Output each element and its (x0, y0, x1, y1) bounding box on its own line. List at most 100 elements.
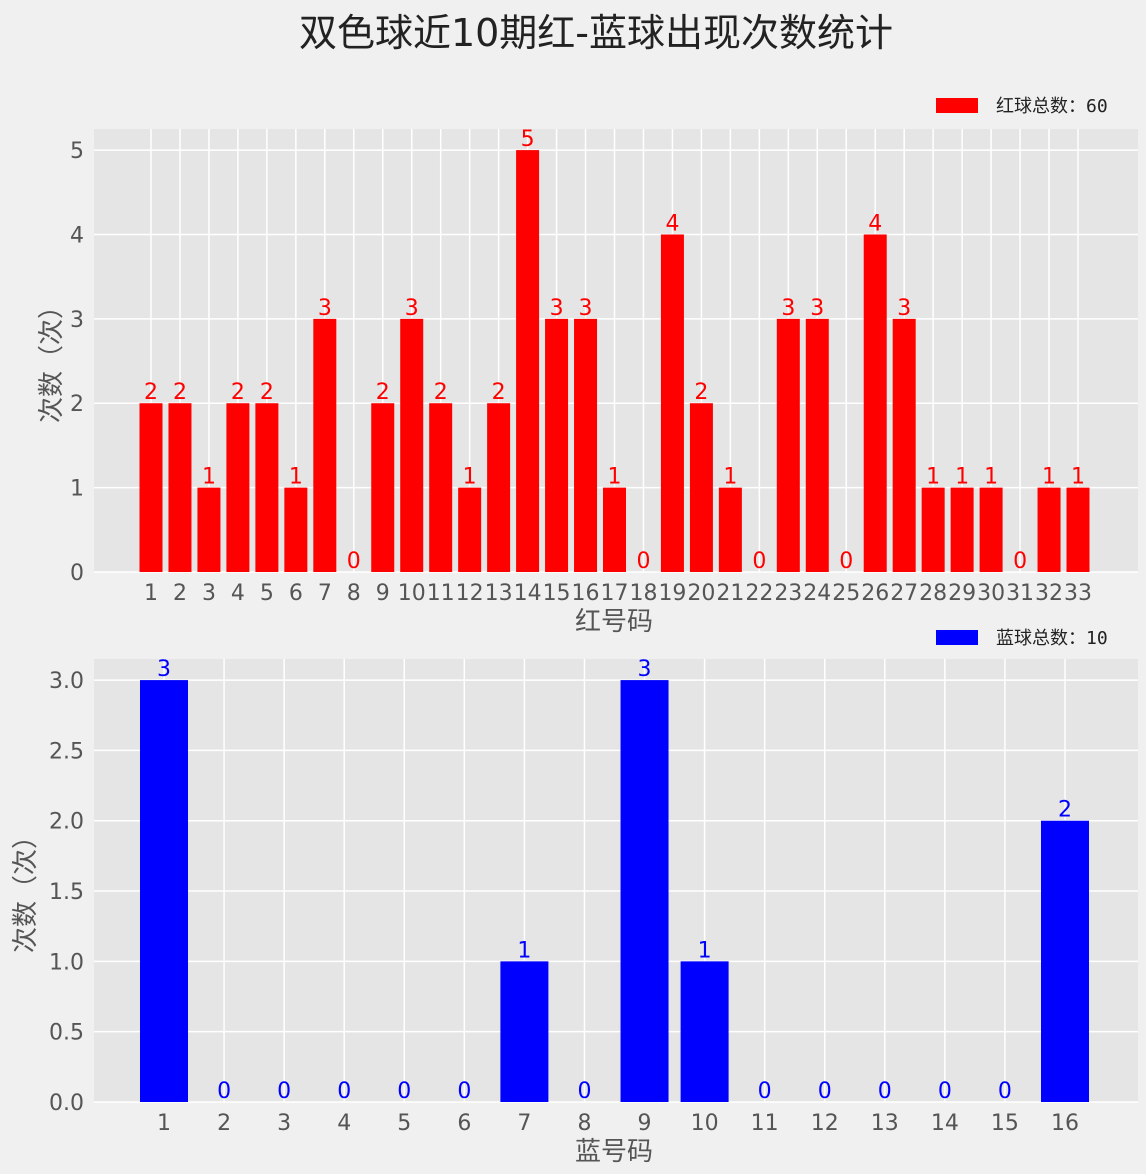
red-x-tick-label: 30 (977, 581, 1005, 606)
red-y-tick-label: 4 (70, 223, 84, 248)
red-x-tick-label: 13 (485, 581, 513, 606)
red-bar-value-label: 2 (260, 380, 274, 405)
red-bar-value-label: 1 (463, 465, 477, 490)
red-y-tick-label: 0 (70, 561, 84, 586)
red-bar (400, 318, 424, 572)
red-x-tick-label: 9 (376, 581, 390, 606)
red-legend-label: 红球总数：60 (996, 96, 1108, 117)
red-bar (545, 318, 569, 572)
red-x-tick-label: 7 (318, 581, 332, 606)
red-x-tick-label: 11 (427, 581, 455, 606)
red-bar (168, 403, 192, 572)
red-bar-value-label: 1 (723, 465, 737, 490)
blue-grid (94, 659, 1138, 1103)
blue-bar-value-label: 0 (577, 1079, 591, 1104)
blue-bar-value-label: 0 (397, 1079, 411, 1104)
red-x-tick-label: 17 (601, 581, 629, 606)
red-bar-value-label: 3 (318, 296, 332, 321)
red-x-tick-label: 33 (1064, 581, 1092, 606)
red-x-tick-label: 27 (890, 581, 918, 606)
red-x-tick-label: 3 (202, 581, 216, 606)
red-bar-value-label: 5 (521, 127, 535, 152)
blue-x-tick-label: 6 (457, 1111, 471, 1136)
red-bar-value-label: 3 (405, 296, 419, 321)
blue-x-tick-label: 15 (991, 1111, 1019, 1136)
red-bar (603, 487, 626, 572)
blue-legend-label: 蓝球总数：10 (996, 628, 1108, 649)
red-x-tick-label: 20 (687, 581, 715, 606)
red-bar (863, 234, 887, 572)
red-bar-value-label: 2 (173, 380, 187, 405)
blue-y-axis-label: 次数（次） (11, 823, 41, 953)
blue-x-axis-label: 蓝号码 (575, 1137, 653, 1167)
red-bar-value-label: 1 (202, 465, 216, 490)
red-bar-value-label: 1 (289, 465, 303, 490)
red-bar (921, 487, 945, 572)
red-x-tick-label: 10 (398, 581, 426, 606)
blue-x-tick-label: 12 (811, 1111, 839, 1136)
red-bar (1037, 487, 1061, 572)
red-bar (979, 487, 1003, 572)
red-bar (313, 318, 337, 572)
red-bar (255, 403, 279, 572)
red-bar (689, 403, 713, 572)
blue-bar-value-label: 2 (1058, 798, 1072, 823)
red-bar-value-label: 3 (781, 296, 795, 321)
red-x-tick-label: 28 (919, 581, 947, 606)
blue-y-tick-label: 3.0 (49, 669, 84, 694)
red-x-tick-label: 31 (1006, 581, 1034, 606)
blue-x-tick-label: 16 (1051, 1111, 1079, 1136)
red-bar-value-label: 3 (897, 296, 911, 321)
red-bar (284, 487, 308, 572)
red-y-ticks: 0 1 2 3 4 5 (70, 139, 84, 586)
red-x-tick-label: 5 (260, 581, 274, 606)
blue-bar-value-label: 0 (938, 1079, 952, 1104)
red-x-tick-label: 14 (514, 581, 542, 606)
blue-x-tick-label: 14 (931, 1111, 959, 1136)
red-bar-value-label: 0 (839, 549, 853, 574)
red-bar-value-label: 1 (608, 465, 622, 490)
red-bar-value-label: 2 (492, 380, 506, 405)
blue-legend: 蓝球总数：10 (936, 628, 1108, 649)
blue-x-tick-label: 4 (337, 1111, 351, 1136)
chart-title: 双色球近10期红-蓝球出现次数统计 (299, 11, 893, 55)
blue-bar-value-label: 3 (157, 657, 171, 682)
red-legend: 红球总数：60 (936, 96, 1108, 117)
red-bar (574, 318, 598, 572)
blue-x-ticks: 1 2 3 4 5 6 7 8 9 10 11 12 13 14 15 16 (157, 1111, 1079, 1136)
blue-plot-area (94, 659, 1138, 1102)
red-x-tick-label: 26 (861, 581, 889, 606)
blue-bar-value-label: 0 (878, 1079, 892, 1104)
red-x-tick-label: 32 (1035, 581, 1063, 606)
blue-y-tick-label: 0.5 (49, 1021, 84, 1046)
red-bar-value-label: 3 (550, 296, 564, 321)
red-bar-value-label: 0 (752, 549, 766, 574)
red-bar-value-label: 3 (810, 296, 824, 321)
blue-bar-labels: 3 0 0 0 0 0 1 0 3 1 0 0 0 0 0 2 (157, 657, 1072, 1104)
red-bar-value-label: 1 (1071, 465, 1085, 490)
red-bar-value-label: 0 (1013, 549, 1027, 574)
red-x-tick-label: 23 (774, 581, 802, 606)
red-x-tick-label: 29 (948, 581, 976, 606)
blue-x-tick-label: 9 (638, 1111, 652, 1136)
red-bar (458, 487, 482, 572)
red-bar (226, 403, 250, 572)
blue-y-tick-label: 1.5 (49, 880, 84, 905)
red-bar (718, 487, 742, 572)
red-x-ticks: 1 2 3 4 5 6 7 8 9 10 11 12 13 14 15 16 17 18 19 20 21 22 23 24 2… (144, 581, 1092, 606)
blue-x-tick-label: 3 (277, 1111, 291, 1136)
red-x-tick-label: 1 (144, 581, 158, 606)
blue-bar-value-label: 0 (758, 1079, 772, 1104)
blue-y-ticks: 0.0 0.5 1.0 1.5 2.0 2.5 3.0 (49, 669, 84, 1116)
red-bar-value-label: 1 (926, 465, 940, 490)
blue-bar (1041, 820, 1089, 1102)
red-legend-swatch (936, 98, 978, 113)
red-bar (776, 318, 800, 572)
red-y-tick-label: 5 (70, 139, 84, 164)
red-x-tick-label: 18 (629, 581, 657, 606)
blue-y-tick-label: 2.5 (49, 739, 84, 764)
blue-bar-value-label: 0 (337, 1079, 351, 1104)
red-y-tick-label: 2 (70, 392, 84, 417)
